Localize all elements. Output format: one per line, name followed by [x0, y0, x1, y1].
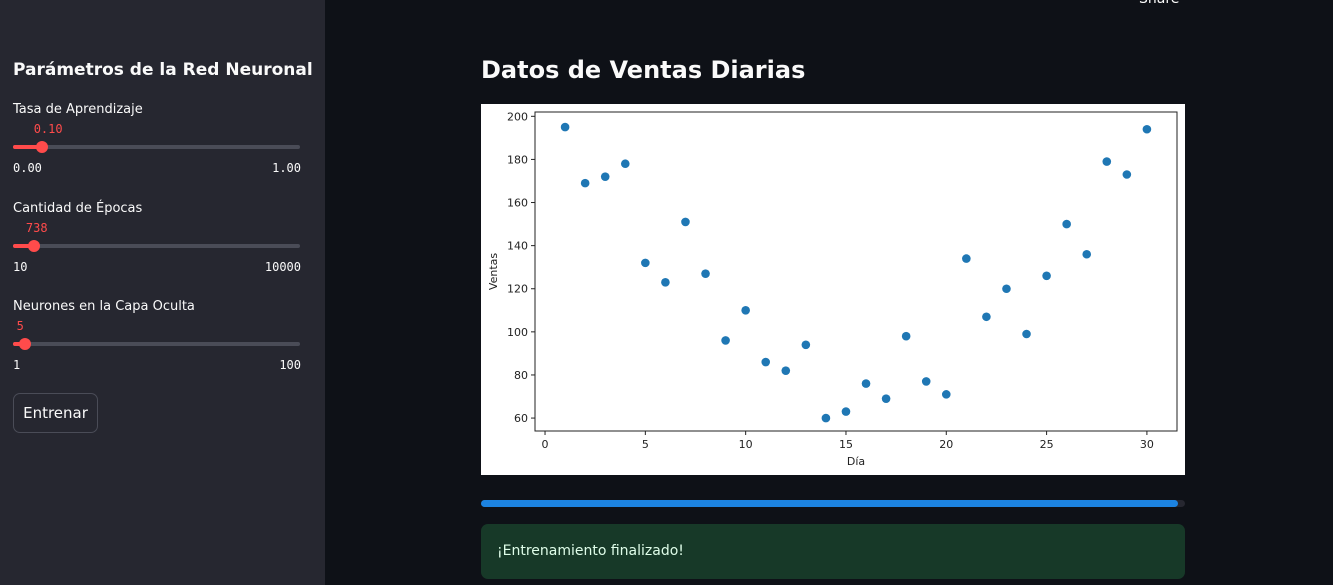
slider-max: 1.00: [272, 161, 301, 175]
point: [580, 178, 590, 188]
y-tick-label: 60: [514, 412, 528, 425]
slider-value: 0.10: [33, 122, 63, 136]
point: [801, 340, 811, 350]
point: [741, 305, 750, 315]
y-tick-label: 180: [507, 153, 528, 166]
slider-label: Tasa de Aprendizaje: [13, 102, 143, 117]
progress-track: [481, 500, 1185, 507]
point: [1002, 284, 1011, 294]
slider-thumb[interactable]: [27, 239, 40, 252]
slider-fill: [13, 243, 34, 248]
point: [982, 312, 991, 322]
x-tick-label: 10: [739, 438, 753, 451]
y-tick-label: 160: [507, 197, 528, 210]
progress-bar: [481, 500, 1178, 507]
point: [560, 122, 570, 132]
x-tick-label: 5: [642, 438, 649, 451]
point: [781, 366, 791, 375]
point: [701, 269, 710, 278]
point: [1062, 219, 1071, 229]
point: [1082, 249, 1092, 259]
share-button[interactable]: Share: [1139, 0, 1179, 7]
point: [1042, 271, 1051, 281]
slider-track: [13, 243, 300, 248]
point: [962, 254, 971, 263]
slider-value: 738: [25, 220, 48, 235]
point: [921, 377, 931, 386]
train-button[interactable]: Entrenar: [13, 393, 98, 433]
point: [661, 277, 670, 287]
x-axis-label: Día: [847, 455, 865, 468]
slider-min: 0.00: [13, 161, 42, 175]
point: [1022, 329, 1031, 339]
sidebar-title: Parámetros de la Red Neuronal: [13, 60, 313, 80]
slider-track: [13, 145, 300, 149]
slider-max: 10000: [264, 259, 301, 274]
y-axis-label: Ventas: [487, 253, 500, 290]
success-box: ¡Entrenamiento finalizado!: [481, 524, 1185, 579]
slider-thumb[interactable]: [18, 338, 31, 350]
slider-thumb[interactable]: [35, 141, 48, 153]
y-tick-label: 100: [507, 326, 528, 339]
point: [1122, 170, 1132, 179]
slider-max: 100: [279, 358, 301, 372]
point: [681, 217, 690, 227]
x-tick-label: 30: [1140, 438, 1154, 451]
sidebar: Parámetros de la Red Neuronal Entrenar T…: [0, 0, 325, 585]
slider-track: [13, 342, 300, 346]
slider-label: Cantidad de Épocas: [13, 200, 143, 216]
slider-min: 10: [13, 259, 28, 274]
slider-label: Neurones en la Capa Oculta: [13, 299, 195, 314]
point: [600, 172, 610, 181]
x-tick-label: 0: [542, 438, 549, 451]
point: [1102, 157, 1112, 166]
point: [620, 159, 630, 169]
point: [901, 331, 911, 341]
success-message: ¡Entrenamiento finalizado!: [497, 543, 684, 559]
point: [1142, 124, 1152, 134]
point: [821, 413, 831, 423]
x-tick-label: 15: [839, 438, 853, 451]
y-tick-label: 120: [507, 283, 528, 296]
slider-fill: [13, 145, 42, 149]
slider-value: 5: [16, 319, 24, 333]
point: [881, 394, 891, 403]
y-tick-label: 200: [507, 110, 528, 123]
plot-frame: [534, 111, 1178, 432]
y-tick-label: 80: [514, 369, 528, 382]
point: [941, 390, 951, 399]
point: [721, 336, 730, 345]
point: [861, 379, 871, 388]
point: [641, 258, 650, 268]
point: [841, 407, 851, 416]
x-tick-label: 20: [939, 438, 953, 451]
x-tick-label: 25: [1040, 438, 1054, 451]
slider-min: 1: [13, 358, 21, 372]
main-title: Datos de Ventas Diarias: [481, 56, 806, 84]
y-tick-label: 140: [507, 240, 528, 253]
point: [761, 357, 771, 367]
chart: 0 5 10 15 20 25 30 60 80 100 120 140 160 180 200 Día Ven…: [481, 104, 1185, 475]
